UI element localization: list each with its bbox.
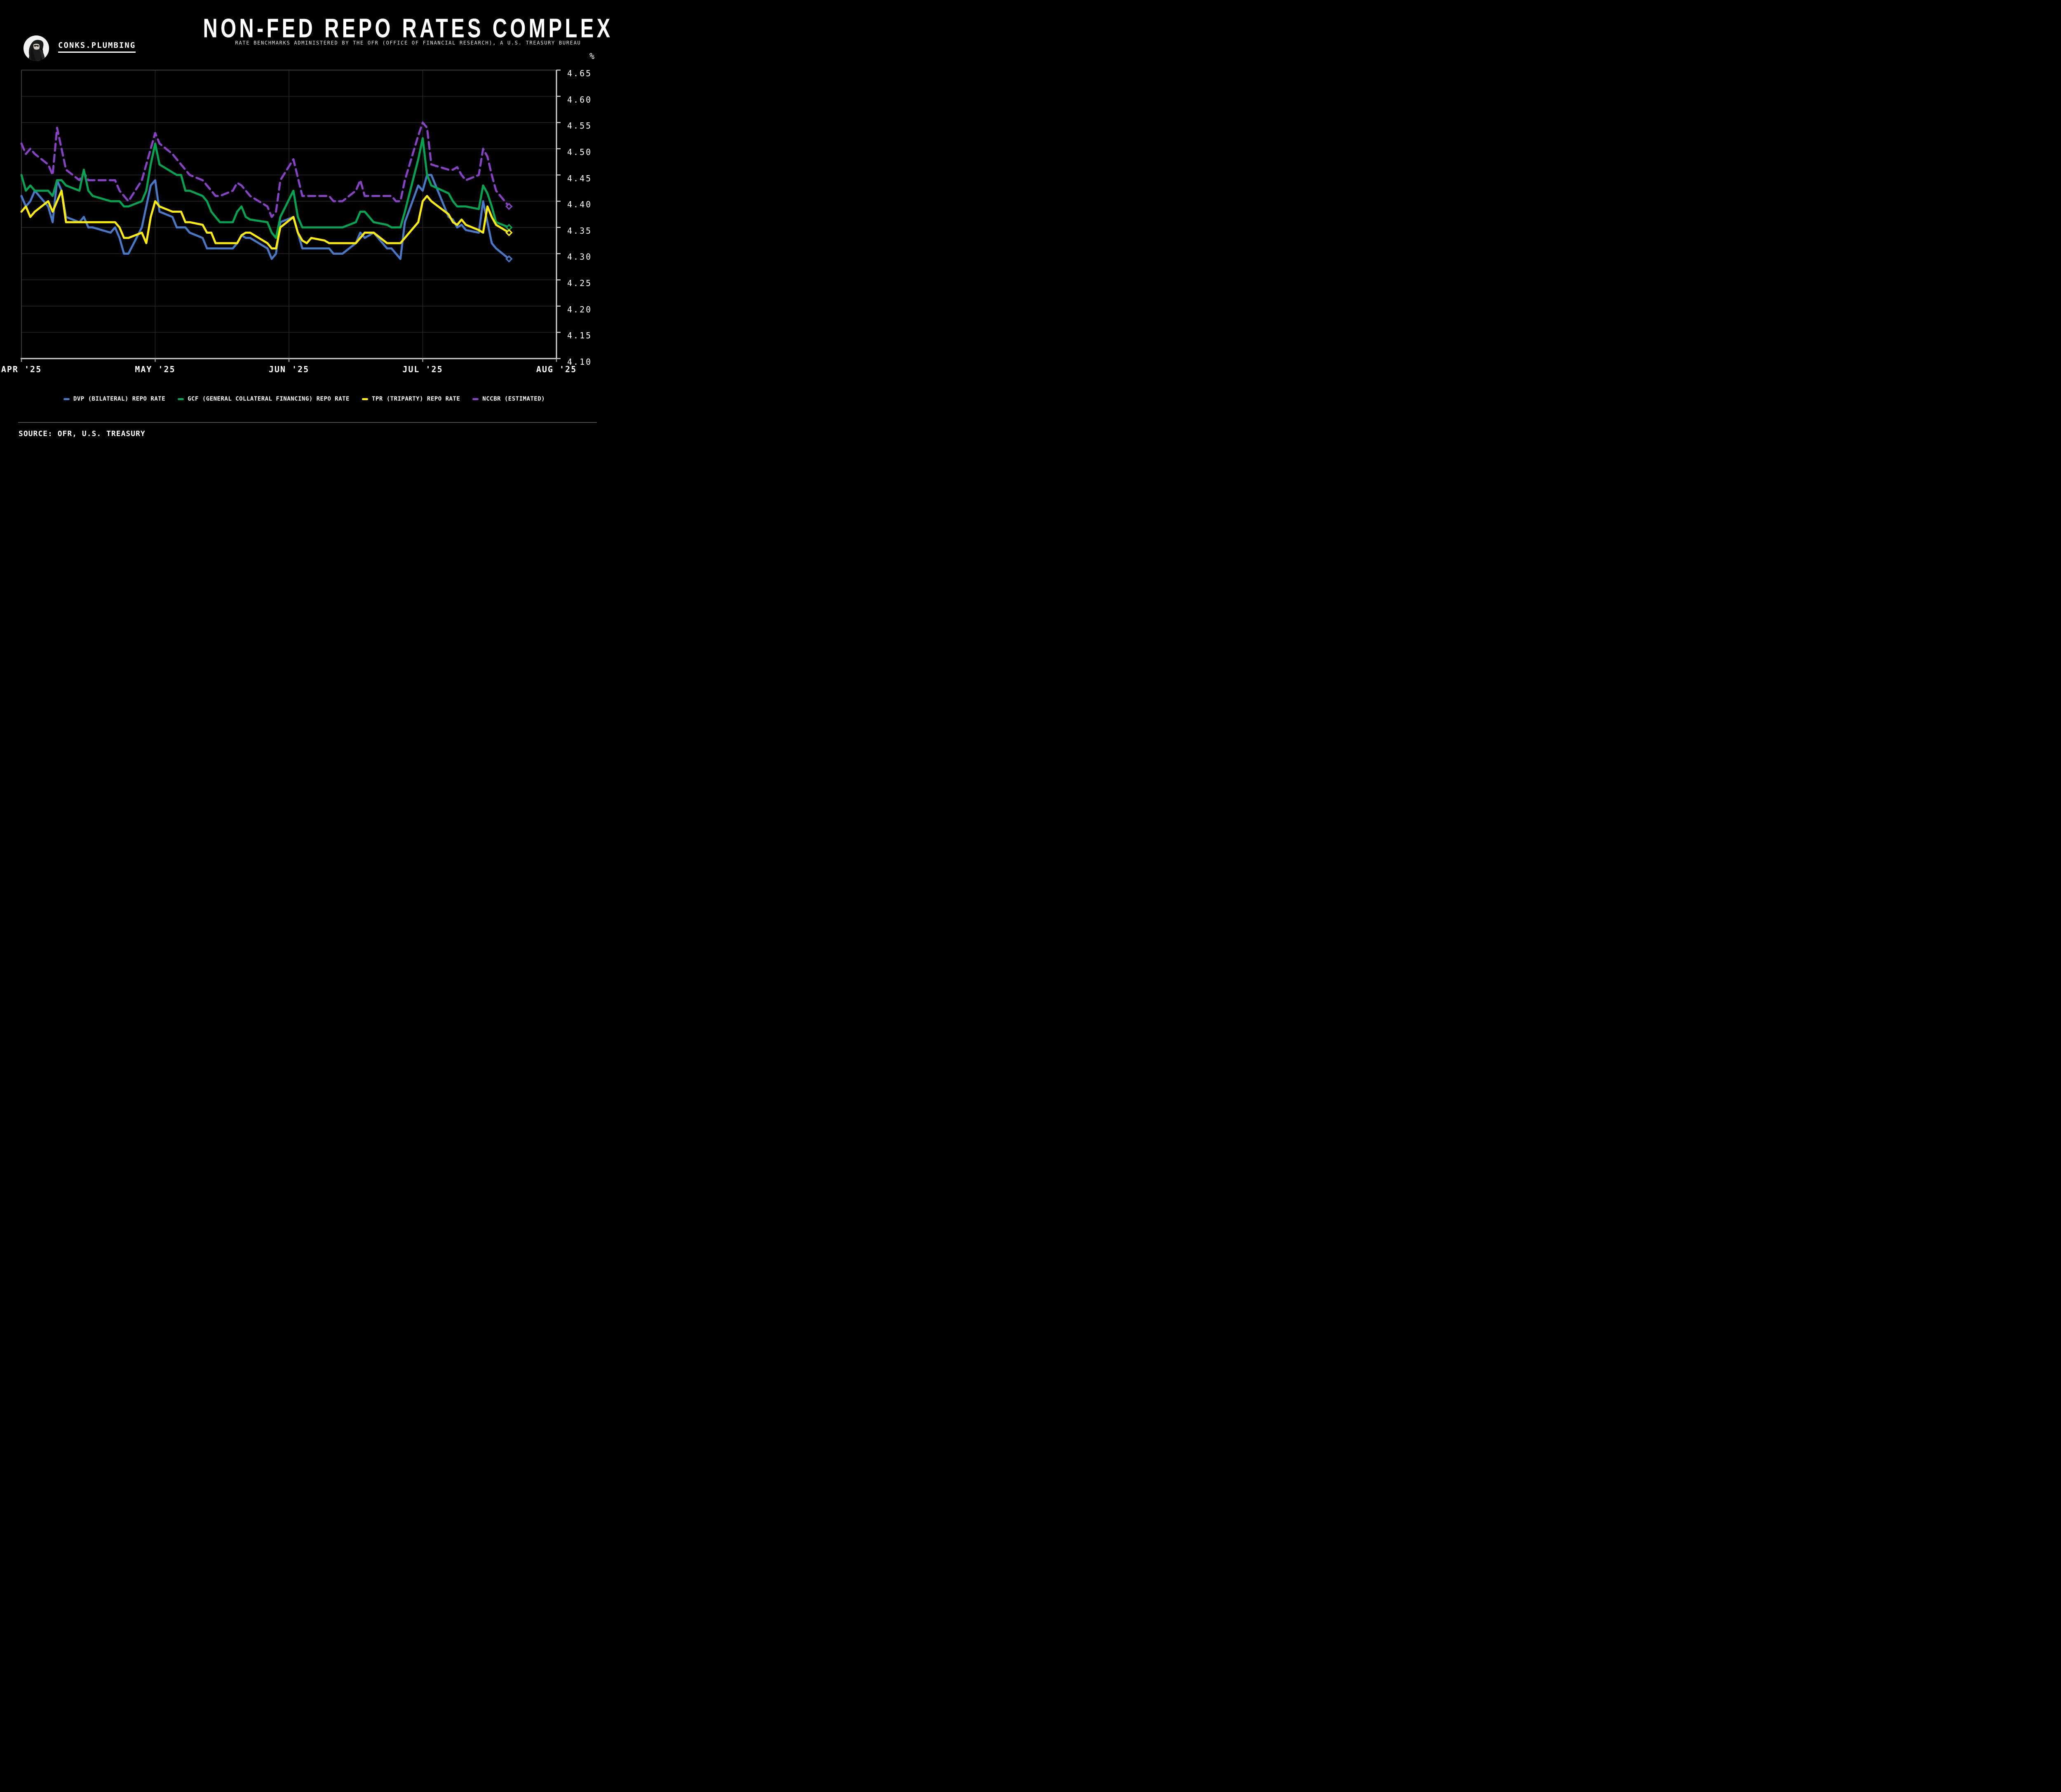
source-note: SOURCE: OFR, U.S. TREASURY — [19, 429, 146, 438]
tpr-line — [20, 190, 510, 250]
y-axis-unit-label: % — [589, 51, 595, 61]
nccbr-line — [20, 121, 510, 218]
y-tick-label: 4.30 — [567, 252, 592, 262]
y-tick-label: 4.55 — [567, 121, 592, 131]
gcf-line — [20, 137, 510, 239]
y-tick-label: 4.25 — [567, 278, 592, 289]
nccbr-legend-swatch-icon — [472, 398, 479, 400]
x-tick-label: APR '25 — [1, 364, 42, 374]
x-tick-label: JUL '25 — [402, 364, 443, 374]
repo-rates-chart — [20, 69, 561, 362]
y-tick-label: 4.15 — [567, 331, 592, 341]
brand-avatar — [23, 35, 49, 61]
footer-divider — [18, 422, 597, 423]
dvp-end-marker — [505, 255, 513, 263]
x-tick-label: JUN '25 — [268, 364, 310, 374]
y-tick-label: 4.40 — [567, 199, 592, 210]
gcf-legend-label: GCF (GENERAL COLLATERAL FINANCING) REPO … — [188, 396, 350, 402]
y-tick-label: 4.20 — [567, 304, 592, 314]
y-tick-label: 4.50 — [567, 147, 592, 157]
legend-item-tpr: TPR (TRIPARTY) REPO RATE — [362, 396, 460, 402]
dvp-legend-label: DVP (BILATERAL) REPO RATE — [73, 396, 166, 402]
page: { "header": { "brand": "CONKS.PLUMBING",… — [0, 0, 610, 448]
brand-link[interactable]: CONKS.PLUMBING — [58, 41, 136, 53]
dvp-line — [20, 174, 510, 260]
y-tick-label: 4.60 — [567, 94, 592, 105]
legend: DVP (BILATERAL) REPO RATE GCF (GENERAL CO… — [0, 396, 608, 402]
y-tick-label: 4.65 — [567, 68, 592, 78]
y-tick-label: 4.45 — [567, 173, 592, 183]
tpr-legend-label: TPR (TRIPARTY) REPO RATE — [372, 396, 460, 402]
y-tick-label: 4.35 — [567, 225, 592, 236]
hooded-figure-icon — [23, 35, 49, 61]
tpr-legend-swatch-icon — [362, 398, 368, 400]
x-tick-label: AUG '25 — [536, 364, 577, 374]
y-tick-label: 4.10 — [567, 357, 592, 367]
legend-item-gcf: GCF (GENERAL COLLATERAL FINANCING) REPO … — [178, 396, 350, 402]
legend-item-dvp: DVP (BILATERAL) REPO RATE — [63, 396, 165, 402]
x-tick-label: MAY '25 — [135, 364, 176, 374]
tpr-end-marker — [505, 229, 513, 237]
nccbr-end-marker — [505, 203, 513, 210]
chart-subtitle: RATE BENCHMARKS ADMINISTERED BY THE OFR … — [235, 40, 581, 46]
dvp-legend-swatch-icon — [63, 398, 70, 400]
legend-item-nccbr: NCCBR (ESTIMATED) — [472, 396, 545, 402]
chart-title: NON-FED REPO RATES COMPLEX — [203, 13, 613, 43]
nccbr-legend-label: NCCBR (ESTIMATED) — [482, 396, 545, 402]
gcf-legend-swatch-icon — [178, 398, 184, 400]
